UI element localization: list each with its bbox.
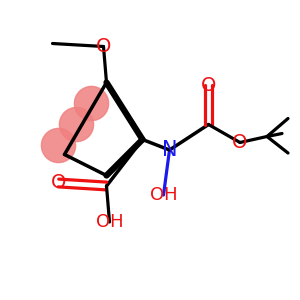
Text: O: O xyxy=(232,133,248,152)
Circle shape xyxy=(59,107,94,142)
Text: O: O xyxy=(51,173,66,193)
Circle shape xyxy=(41,128,76,163)
Text: O: O xyxy=(96,37,111,56)
Text: OH: OH xyxy=(150,186,177,204)
Text: O: O xyxy=(201,76,216,95)
Text: N: N xyxy=(162,140,177,160)
Circle shape xyxy=(74,86,109,121)
Text: OH: OH xyxy=(96,213,123,231)
